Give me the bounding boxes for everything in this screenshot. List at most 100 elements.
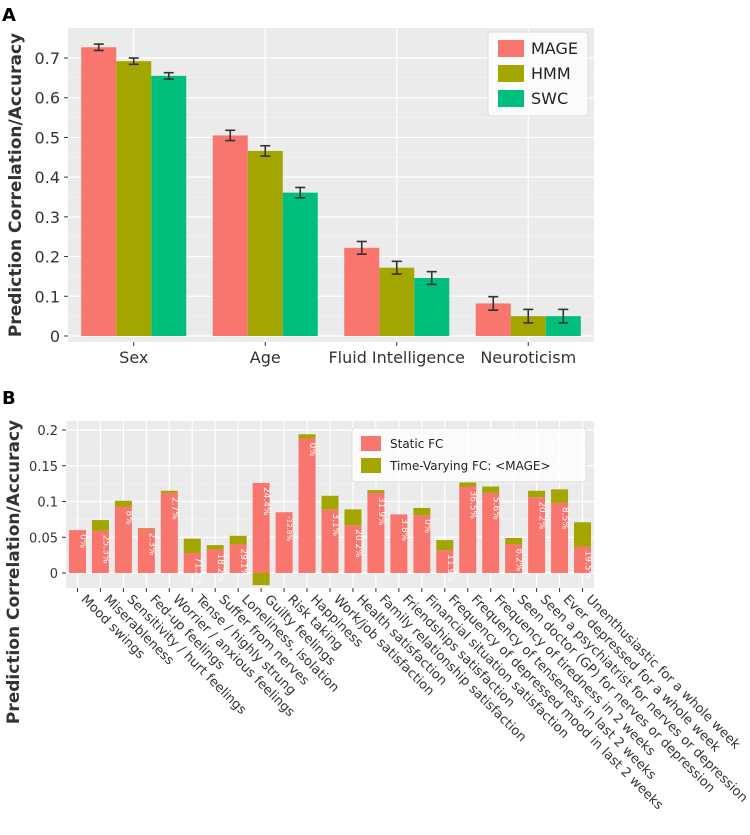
bar-percent-label: 25.3% [100,535,110,564]
bar-percent-label: 8% [123,511,133,526]
legend-label: SWC [531,89,568,108]
bar-time-varying-fc [505,537,523,545]
bar-percent-label: 19.5% [583,551,593,580]
bar-static-fc [367,492,385,573]
panel-b-ylabel: Prediction Correlation/Accuracy [4,420,24,724]
bar-percent-label: 97.4% [605,551,615,580]
xtick-label: Sex [119,348,148,367]
ytick-label: 0.1 [35,287,60,306]
bar-static-fc [436,550,454,573]
bar-percent-label: 31.9% [376,497,386,526]
bar-percent-label: 5.6% [491,497,501,520]
bar-static-fc [298,438,316,573]
bar-mage-0 [81,47,117,337]
bar-time-varying-fc [551,489,569,503]
bar-time-varying-fc [206,545,224,550]
bar-mage-2 [344,247,380,336]
bar-time-varying-fc [436,540,454,551]
bar-time-varying-fc [321,495,339,510]
bar-static-fc [114,506,132,573]
bar-time-varying-fc [528,490,546,498]
bar-percent-label: 20.2% [537,501,547,530]
legend-label: Static FC [390,437,443,451]
ytick-label: 0.1 [37,496,58,511]
bar-time-varying-fc [459,481,477,487]
legend-label: Time-Varying FC: <MAGE> [389,459,551,473]
ytick-label: 0.4 [35,168,60,187]
bar-percent-label: 2.7% [169,497,179,520]
bar-time-varying-fc [137,527,155,529]
ytick-label: 0.05 [29,531,58,546]
ytick-label: 0.5 [35,128,60,147]
panel-a-xticks: Sex Age Fluid Intelligence Neuroticism [119,342,576,367]
legend-swatch [498,65,524,82]
bar-time-varying-fc [252,573,270,586]
bar-static-fc [390,514,408,573]
legend-swatch [361,436,381,451]
xtick-label: Neuroticism [480,348,576,367]
bar-time-varying-fc [413,507,431,516]
bar-percent-label: 36.5% [468,490,478,519]
legend-swatch [361,458,381,473]
bar-percent-label: 0% [77,534,87,549]
bar-percent-label: 8.2% [514,548,524,571]
ytick-label: 0 [50,327,60,346]
bar-percent-label: 18.2% [215,553,225,582]
panel-a-yticks: 0 0.1 0.2 0.3 0.4 0.5 0.6 0.7 [35,49,68,346]
bar-swc-1 [282,192,318,336]
bar-static-fc [68,530,86,573]
bar-static-fc [229,544,247,573]
bar-time-varying-fc [574,522,592,547]
bar-static-fc [206,549,224,573]
bar-static-fc [275,512,293,573]
bar-time-varying-fc [482,486,500,493]
legend-box [351,427,587,483]
bar-swc-0 [151,75,187,336]
bar-percent-label: 3.8% [399,518,409,541]
chart-b: 0 0.05 0.1 0.15 0.2 0% 25.3% 8% 2.3% 2.7% 71.2% 18… [4,420,750,813]
panel-b-bars: 0% 25.3% 8% 2.3% 2.7% 71.2% 18.2% 29.1% 24.4% -12… [68,434,615,586]
bar-time-varying-fc [160,490,178,493]
panel-a-legend: MAGE HMM SWC [487,31,589,117]
panel-label-b: B [2,388,16,409]
panel-b-yticks: 0 0.05 0.1 0.15 0.2 [29,424,66,582]
bar-static-fc [137,528,155,573]
bar-percent-label: 71.2% [192,557,202,586]
ytick-label: 0.2 [37,424,58,439]
bar-static-fc [482,492,500,573]
panel-b-legend: Static FC Time-Varying FC: <MAGE> [351,427,587,483]
bar-static-fc [183,552,201,573]
bar-time-varying-fc [367,490,385,493]
ytick-label: 0.2 [35,248,60,267]
bar-percent-label: -12.8% [285,516,293,541]
ytick-label: 0.6 [35,89,60,108]
ytick-label: 0.3 [35,208,60,227]
bar-static-fc [574,546,592,573]
bar-mage-1 [212,135,248,336]
bar-percent-label: 20.2% [353,529,363,558]
bar-static-fc [413,515,431,573]
bar-static-fc [321,509,339,573]
legend-swatch [498,90,524,107]
bar-time-varying-fc [114,500,132,507]
chart-a: 0 0.1 0.2 0.3 0.4 0.5 0.6 0.7 Sex Age Fluid Intel… [6,28,594,367]
bar-hmm-2 [379,267,415,336]
bar-hmm-1 [247,150,283,336]
bar-time-varying-fc [298,434,316,439]
legend-label: MAGE [531,39,578,58]
bar-static-fc [551,502,569,573]
panel-a-bars [81,43,581,337]
ytick-label: 0.15 [29,460,58,475]
bar-percent-label: 29.1% [238,548,248,577]
xtick-label: Age [250,348,281,367]
bar-time-varying-fc [229,535,247,545]
bar-static-fc [505,544,523,573]
legend-swatch [498,40,524,57]
bar-percent-label: 8.5% [560,507,570,530]
panel-a-ylabel: Prediction Correlation/Accuracy [6,33,26,337]
bar-static-fc [252,482,270,573]
bar-static-fc [160,492,178,573]
ytick-label: 0.7 [35,49,60,68]
